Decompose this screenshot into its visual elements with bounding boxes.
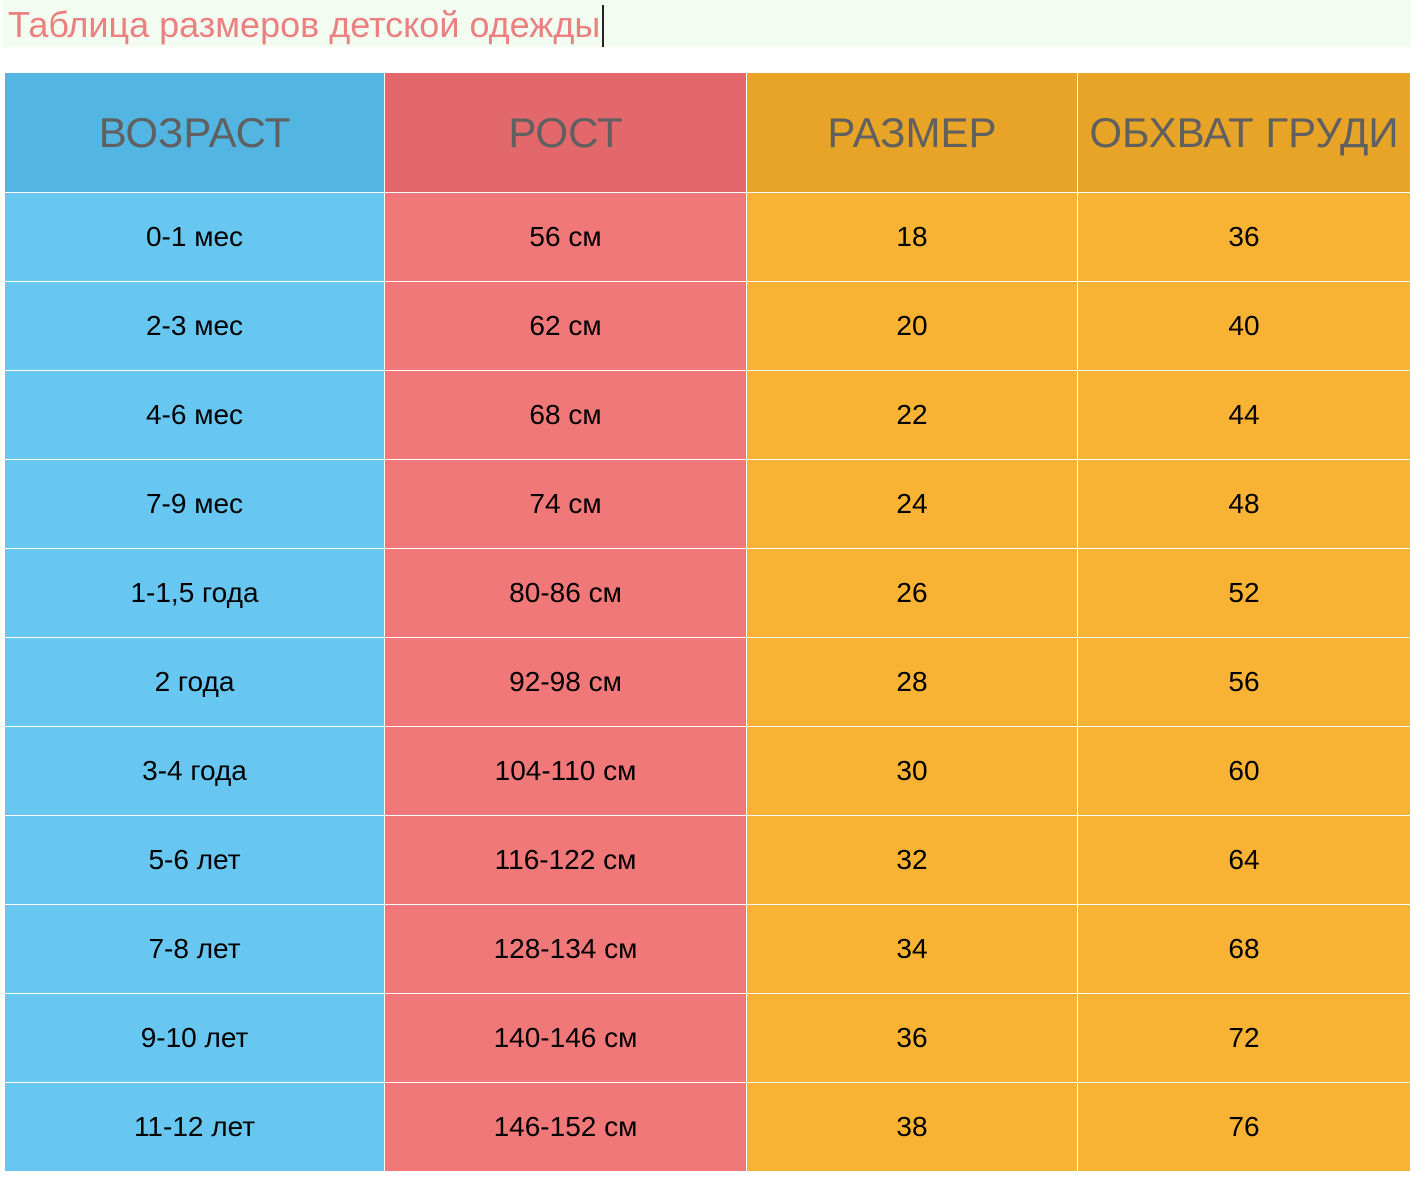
cell-chest: 60 — [1077, 726, 1411, 816]
cell-size: 22 — [746, 370, 1078, 460]
table-row: 1-1,5 года 80-86 см 26 52 — [4, 548, 1411, 638]
table-row: 2-3 мес 62 см 20 40 — [4, 281, 1411, 371]
title-bar: Таблица размеров детской одежды — [2, 0, 1411, 47]
cell-age: 1-1,5 года — [4, 548, 385, 638]
page-title[interactable]: Таблица размеров детской одежды — [8, 4, 601, 45]
cell-chest: 40 — [1077, 281, 1411, 371]
cell-size: 32 — [746, 815, 1078, 905]
cell-chest: 68 — [1077, 904, 1411, 994]
cell-age: 7-9 мес — [4, 459, 385, 549]
cell-age: 4-6 мес — [4, 370, 385, 460]
header-age: ВОЗРАСТ — [4, 72, 385, 193]
cell-size: 24 — [746, 459, 1078, 549]
table-row: 9-10 лет 140-146 см 36 72 — [4, 993, 1411, 1083]
cell-size: 38 — [746, 1082, 1078, 1172]
cell-height: 104-110 см — [384, 726, 747, 816]
cell-chest: 44 — [1077, 370, 1411, 460]
cell-height: 116-122 см — [384, 815, 747, 905]
cell-age: 2-3 мес — [4, 281, 385, 371]
table-row: 7-9 мес 74 см 24 48 — [4, 459, 1411, 549]
header-chest: ОБХВАТ ГРУДИ — [1077, 72, 1411, 193]
table-row: 2 года 92-98 см 28 56 — [4, 637, 1411, 727]
cell-age: 7-8 лет — [4, 904, 385, 994]
header-height: РОСТ — [384, 72, 747, 193]
text-cursor — [602, 5, 605, 47]
cell-size: 18 — [746, 192, 1078, 282]
cell-chest: 52 — [1077, 548, 1411, 638]
cell-age: 0-1 мес — [4, 192, 385, 282]
table-row: 7-8 лет 128-134 см 34 68 — [4, 904, 1411, 994]
cell-age: 11-12 лет — [4, 1082, 385, 1172]
cell-height: 146-152 см — [384, 1082, 747, 1172]
cell-height: 68 см — [384, 370, 747, 460]
cell-size: 26 — [746, 548, 1078, 638]
header-size: РАЗМЕР — [746, 72, 1078, 193]
cell-age: 3-4 года — [4, 726, 385, 816]
cell-height: 56 см — [384, 192, 747, 282]
cell-size: 28 — [746, 637, 1078, 727]
cell-size: 30 — [746, 726, 1078, 816]
cell-size: 20 — [746, 281, 1078, 371]
cell-age: 2 года — [4, 637, 385, 727]
table-row: 3-4 года 104-110 см 30 60 — [4, 726, 1411, 816]
size-chart-table: ВОЗРАСТ РОСТ РАЗМЕР ОБХВАТ ГРУДИ 0-1 мес… — [4, 72, 1411, 1172]
cell-height: 140-146 см — [384, 993, 747, 1083]
cell-chest: 64 — [1077, 815, 1411, 905]
table-header: ВОЗРАСТ РОСТ РАЗМЕР ОБХВАТ ГРУДИ — [4, 72, 1411, 193]
cell-age: 5-6 лет — [4, 815, 385, 905]
table-row: 0-1 мес 56 см 18 36 — [4, 192, 1411, 282]
cell-height: 128-134 см — [384, 904, 747, 994]
cell-chest: 36 — [1077, 192, 1411, 282]
cell-height: 74 см — [384, 459, 747, 549]
cell-chest: 72 — [1077, 993, 1411, 1083]
cell-size: 36 — [746, 993, 1078, 1083]
cell-height: 80-86 см — [384, 548, 747, 638]
title-text-container[interactable]: Таблица размеров детской одежды — [8, 4, 605, 47]
cell-height: 62 см — [384, 281, 747, 371]
cell-chest: 48 — [1077, 459, 1411, 549]
table-row: 5-6 лет 116-122 см 32 64 — [4, 815, 1411, 905]
table-row: 11-12 лет 146-152 см 38 76 — [4, 1082, 1411, 1172]
cell-size: 34 — [746, 904, 1078, 994]
table-body: 0-1 мес 56 см 18 36 2-3 мес 62 см 20 40 … — [4, 192, 1411, 1172]
cell-age: 9-10 лет — [4, 993, 385, 1083]
table-row: 4-6 мес 68 см 22 44 — [4, 370, 1411, 460]
cell-chest: 56 — [1077, 637, 1411, 727]
header-row: ВОЗРАСТ РОСТ РАЗМЕР ОБХВАТ ГРУДИ — [4, 72, 1411, 193]
cell-chest: 76 — [1077, 1082, 1411, 1172]
cell-height: 92-98 см — [384, 637, 747, 727]
